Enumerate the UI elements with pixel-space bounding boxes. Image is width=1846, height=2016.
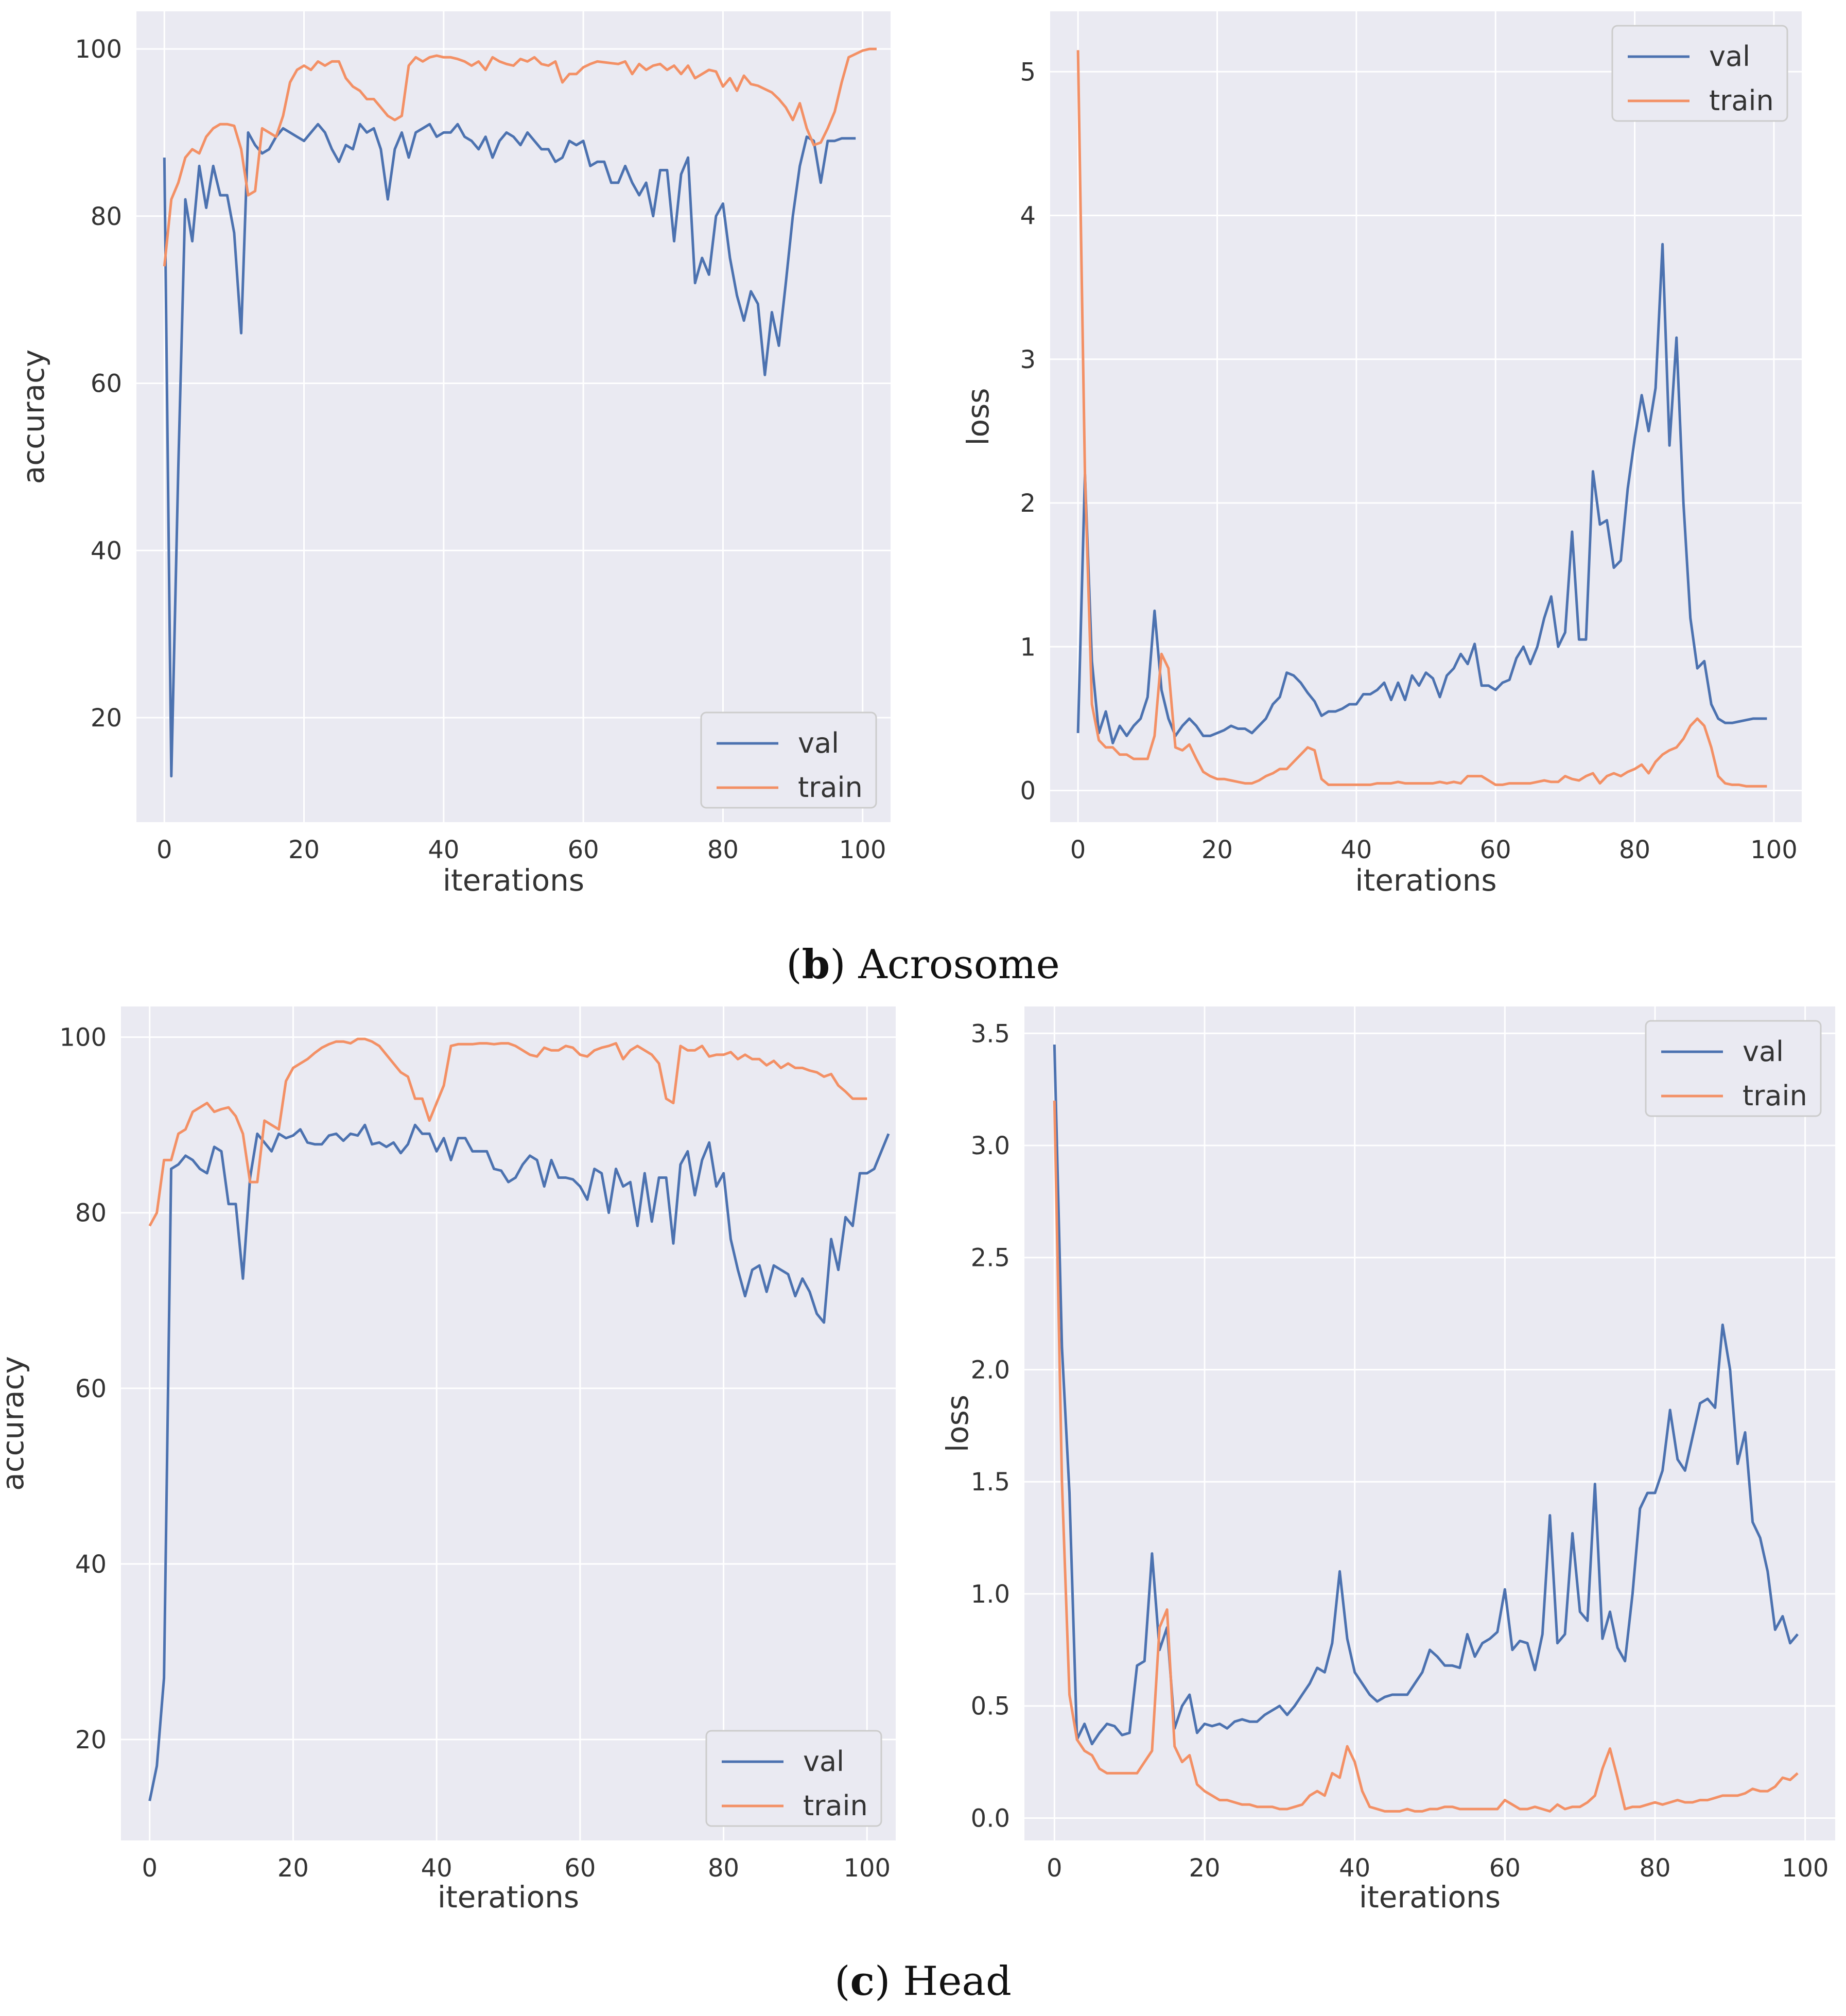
legend-box (705, 1730, 882, 1827)
y-tick-label: 2 (1020, 489, 1036, 518)
legend-box (700, 711, 877, 809)
x-axis-label: iterations (438, 1880, 579, 1915)
x-tick-label: 20 (1201, 836, 1233, 864)
caption-head: (c) Head (834, 1958, 1012, 2005)
caption-head-text: Head (903, 1958, 1012, 2005)
y-tick-label: 1.0 (971, 1580, 1010, 1609)
x-tick-label: 100 (843, 1854, 891, 1883)
x-tick-label: 60 (568, 836, 599, 864)
x-tick-label: 20 (288, 836, 320, 864)
y-tick-label: 1.5 (971, 1468, 1010, 1497)
caption-acrosome: (b) Acrosome (786, 941, 1060, 988)
series-train-line (163, 47, 877, 267)
y-tick-label: 0 (1020, 777, 1036, 806)
y-tick-label: 100 (59, 1023, 107, 1052)
plot-area (1050, 11, 1802, 822)
y-axis-label: accuracy (16, 350, 51, 484)
series-train-line (1053, 1100, 1799, 1813)
y-tick-label: 3 (1020, 345, 1036, 374)
y-tick-label: 40 (75, 1550, 107, 1579)
x-tick-label: 0 (1070, 836, 1086, 864)
x-tick-label: 20 (277, 1854, 309, 1883)
y-tick-label: 2.0 (971, 1355, 1010, 1384)
y-tick-label: 20 (91, 704, 122, 733)
y-tick-label: 0.5 (971, 1692, 1010, 1721)
series-train-line (1076, 50, 1767, 788)
series-val-line (163, 123, 856, 778)
chart-acrosome-loss: 0 20 40 60 80 100 0 1 2 3 4 5 iterations loss val train (961, 11, 1802, 898)
y-tick-label: 2.5 (971, 1244, 1010, 1273)
y-axis-label: loss (940, 1395, 975, 1452)
y-tick-label: 80 (91, 202, 122, 231)
x-tick-label: 80 (1619, 836, 1650, 864)
y-tick-label: 3.0 (971, 1132, 1010, 1160)
x-tick-label: 40 (428, 836, 459, 864)
x-tick-label: 20 (1189, 1854, 1220, 1883)
legend-box (1645, 1020, 1822, 1117)
x-tick-label: 40 (1340, 836, 1372, 864)
legend-label-val: val (803, 1745, 844, 1778)
y-tick-label: 20 (75, 1726, 107, 1754)
y-axis-label: accuracy (0, 1356, 30, 1491)
legend-label-train: train (1709, 84, 1774, 117)
x-tick-label: 80 (1639, 1854, 1670, 1883)
y-tick-label: 40 (91, 536, 122, 565)
x-tick-label: 0 (156, 836, 172, 864)
series-val-line (148, 1123, 890, 1801)
x-tick-label: 40 (421, 1854, 452, 1883)
x-tick-label: 60 (1489, 1854, 1521, 1883)
x-tick-label: 80 (708, 1854, 739, 1883)
plot-area (1024, 1006, 1835, 1840)
y-tick-label: 60 (91, 370, 122, 398)
legend: val train (1645, 1020, 1822, 1117)
x-tick-label: 0 (1047, 1854, 1063, 1883)
legend-label-val: val (798, 727, 839, 759)
x-axis-label: iterations (1359, 1880, 1501, 1915)
y-tick-label: 100 (75, 35, 122, 64)
series-val-line (1076, 242, 1767, 744)
legend-label-train: train (798, 771, 863, 804)
series-val-line (1053, 1044, 1799, 1746)
caption-head-letter: c (850, 1958, 875, 2005)
y-tick-label: 1 (1020, 633, 1036, 662)
legend-label-train: train (1743, 1080, 1807, 1112)
legend: val train (705, 1730, 882, 1827)
y-tick-label: 60 (75, 1375, 107, 1403)
chart-acrosome-accuracy: 0 20 40 60 80 100 20 40 60 80 100 iterations accurac… (16, 11, 891, 898)
x-axis-label: iterations (443, 863, 584, 898)
legend-label-train: train (803, 1789, 868, 1822)
chart-panels: 0 20 40 60 80 10020406080100iterationsaccurac… (0, 11, 1835, 1915)
legend-label-val: val (1709, 40, 1750, 73)
legend: val train (700, 711, 877, 809)
chart-head-loss: 0 20 40 60 80 100 0.0 0.5 1.0 1.5 2.0 2.5 3.0 3.5 iter… (940, 1006, 1835, 1915)
x-axis-label: iterations (1355, 863, 1496, 898)
y-tick-label: 4 (1020, 202, 1036, 231)
plot-area (136, 11, 891, 822)
y-tick-label: 80 (75, 1199, 107, 1228)
y-axis-label: loss (961, 388, 996, 445)
chart-head-accuracy: 0 20 40 60 80 100 20 40 60 80 100 iterations accurac… (0, 1006, 896, 1915)
x-tick-label: 60 (1480, 836, 1511, 864)
x-tick-label: 100 (1750, 836, 1798, 864)
legend: val train (1611, 25, 1788, 122)
caption-acrosome-text: Acrosome (858, 942, 1059, 988)
series-train-line (148, 1037, 867, 1227)
x-tick-label: 40 (1339, 1854, 1370, 1883)
y-tick-label: 3.5 (971, 1019, 1010, 1048)
y-tick-label: 0.0 (971, 1804, 1010, 1833)
x-tick-label: 100 (1782, 1854, 1829, 1883)
legend-box (1611, 25, 1788, 122)
plot-area (121, 1006, 896, 1840)
x-tick-label: 100 (839, 836, 886, 864)
x-tick-label: 0 (142, 1854, 158, 1883)
x-tick-label: 60 (564, 1854, 596, 1883)
legend-label-val: val (1743, 1035, 1784, 1068)
x-tick-label: 80 (707, 836, 739, 864)
caption-acrosome-letter: b (802, 941, 830, 988)
y-tick-label: 5 (1020, 58, 1036, 86)
